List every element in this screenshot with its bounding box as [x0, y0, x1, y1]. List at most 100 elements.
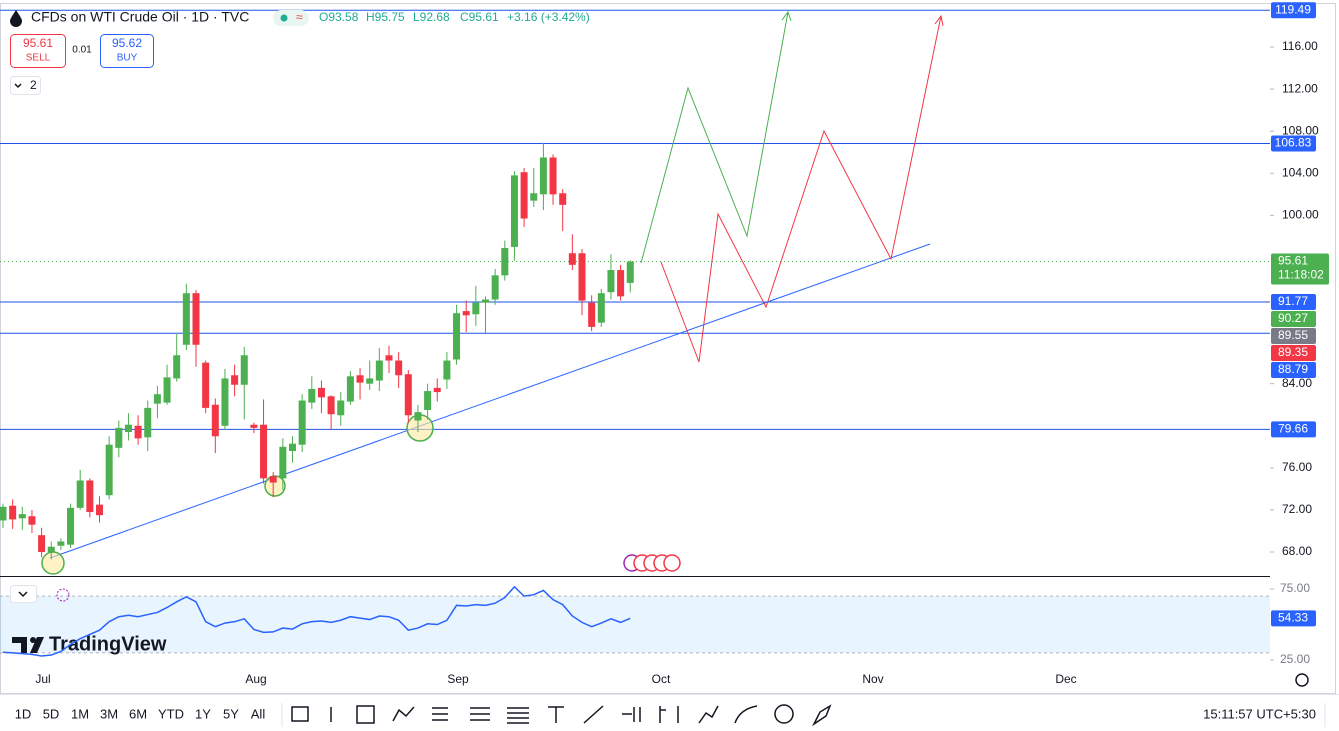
y-tick-label: 72.00 — [1282, 502, 1312, 516]
candle-body — [607, 270, 615, 293]
buy-button[interactable] — [100, 34, 154, 68]
candle-body — [260, 424, 268, 479]
chevron — [18, 591, 28, 598]
x-tick-label: Oct — [652, 672, 671, 686]
candle-body — [240, 355, 248, 385]
frame — [0, 3, 1336, 694]
tool-icon[interactable] — [291, 706, 309, 722]
event-icon[interactable] — [663, 554, 681, 572]
level-label: 79.66 — [1278, 422, 1308, 436]
candle-body — [530, 193, 538, 201]
candle-body — [568, 253, 576, 265]
price-label-box — [1271, 344, 1316, 361]
candle-body — [539, 157, 547, 195]
tool-icon[interactable] — [548, 706, 564, 723]
candle-body — [57, 541, 65, 546]
price-label-box — [1271, 293, 1316, 310]
pivot-marker[interactable] — [41, 551, 65, 575]
timeframe-button[interactable]: 5D — [43, 706, 60, 721]
candle-body — [0, 506, 7, 521]
event-icons[interactable] — [623, 554, 681, 572]
price-label-box — [1271, 327, 1316, 344]
tool-icon[interactable] — [774, 704, 794, 724]
rsi-last-label: 54.33 — [1278, 611, 1308, 625]
tool-icon[interactable] — [507, 707, 529, 724]
timeframe-button[interactable]: YTD — [158, 706, 184, 721]
clock[interactable]: 15:11:57 UTC+5:30 — [1203, 706, 1316, 721]
candle-body — [482, 299, 489, 303]
ohlc-high: H95.75 — [366, 10, 405, 24]
candle-body — [501, 247, 509, 276]
candle-body — [28, 516, 36, 525]
candle-body — [597, 293, 605, 323]
timeframe-button[interactable]: 5Y — [223, 706, 239, 721]
candle-body — [211, 404, 219, 437]
last-price-label: 95.61 — [1278, 254, 1308, 268]
tool-icon[interactable] — [470, 707, 490, 721]
candle-body — [105, 444, 113, 496]
sell-price: 95.61 — [23, 36, 53, 50]
tool-icon[interactable] — [392, 706, 415, 722]
candle-body — [153, 394, 161, 404]
settings-button[interactable] — [1295, 673, 1309, 687]
y-tick-label: 112.00 — [1282, 81, 1318, 95]
tool-icon[interactable] — [356, 705, 375, 724]
status-pill[interactable] — [273, 10, 309, 26]
candle-body — [173, 355, 181, 379]
tool-icon[interactable] — [734, 705, 758, 724]
indicators-toggle[interactable] — [10, 76, 41, 95]
tool-icon[interactable] — [659, 706, 679, 723]
candle-body — [231, 375, 239, 385]
price-label: 91.77 — [1278, 294, 1308, 308]
arrow-head — [781, 10, 792, 22]
tool-icon[interactable] — [698, 705, 719, 724]
candle-body — [269, 476, 277, 483]
drawing-tools — [291, 704, 832, 727]
candle-body — [404, 374, 412, 416]
tool-icon[interactable] — [622, 707, 641, 722]
chevron — [14, 83, 22, 89]
timeframe-button[interactable]: 6M — [129, 706, 147, 721]
tool-icon[interactable] — [583, 705, 604, 724]
candle-body — [395, 360, 403, 376]
candle-body — [298, 400, 306, 445]
market-open-dot — [280, 14, 288, 22]
tool-icon[interactable] — [432, 707, 448, 721]
last-price-box — [1271, 253, 1329, 285]
candle-body — [356, 375, 364, 383]
x-tick-label: Nov — [862, 672, 883, 686]
candle-body — [182, 293, 190, 345]
symbol-title[interactable]: CFDs on WTI Crude Oil · 1D · TVC — [31, 9, 249, 25]
projection-bullish[interactable] — [640, 11, 789, 264]
candle-body — [96, 504, 103, 516]
x-tick-label: Jul — [35, 672, 50, 686]
candle-body — [289, 443, 296, 452]
timeframe-button[interactable]: 3M — [100, 706, 118, 721]
price-label: 89.35 — [1278, 345, 1308, 359]
tool-icon[interactable] — [812, 704, 832, 727]
candle-body — [115, 427, 123, 448]
level-label: 119.49 — [1275, 2, 1311, 16]
timeframe-button[interactable]: 1Y — [195, 706, 211, 721]
candle-body — [192, 293, 200, 345]
candle-body — [424, 391, 432, 410]
price-label: 90.27 — [1278, 311, 1308, 325]
candle-body — [9, 505, 17, 520]
timeframe-button[interactable]: All — [251, 706, 266, 721]
projection-bearish[interactable] — [660, 15, 942, 363]
rsi-loading-icon — [56, 588, 70, 602]
candle-body — [202, 362, 210, 408]
candle-body — [47, 546, 55, 553]
candle-body — [221, 378, 229, 426]
status-icon: ≈ — [296, 10, 303, 24]
timeframe-button[interactable]: 1D — [15, 706, 32, 721]
rsi-toggle[interactable] — [10, 585, 37, 603]
candle-body — [414, 412, 422, 421]
sell-button[interactable] — [10, 34, 66, 68]
timeframe-button[interactable]: 1M — [71, 706, 89, 721]
buy-price: 95.62 — [112, 36, 142, 50]
trend-line[interactable] — [49, 243, 931, 559]
level-label: 106.83 — [1275, 136, 1312, 150]
logo-mark — [30, 637, 44, 653]
